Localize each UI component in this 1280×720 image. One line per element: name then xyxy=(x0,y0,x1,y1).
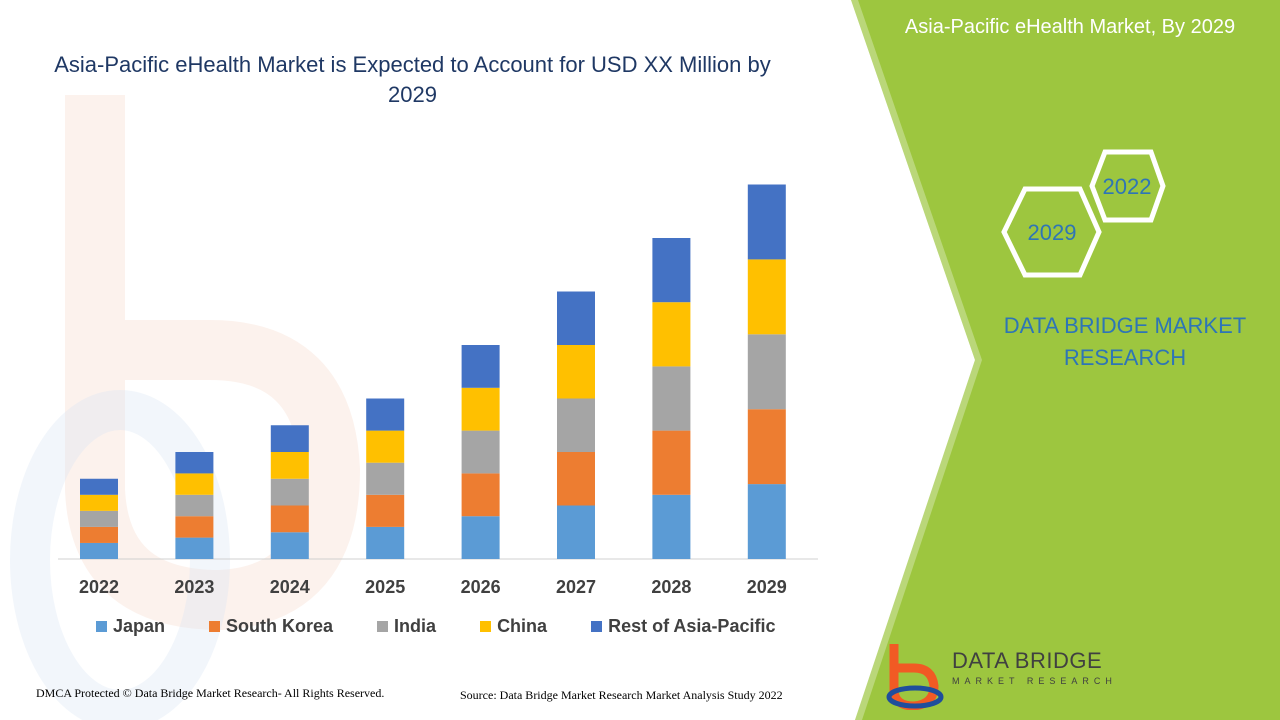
legend-label-china: China xyxy=(497,616,548,636)
bar-2026-rest-of-asia-pacific xyxy=(461,345,500,388)
legend-swatch-india xyxy=(377,621,389,632)
bar-2028-china xyxy=(652,302,691,367)
legend-swatch-japan xyxy=(96,621,107,632)
x-tick-label-2026: 2026 xyxy=(461,577,501,597)
x-tick-label-2028: 2028 xyxy=(651,577,691,597)
logo-icon xyxy=(886,644,944,710)
bar-2024-china xyxy=(270,452,309,479)
legend-swatch-south-korea xyxy=(209,621,221,632)
bar-2028-rest-of-asia-pacific xyxy=(652,238,691,303)
bar-2025-rest-of-asia-pacific xyxy=(366,398,405,431)
legend-swatch-china xyxy=(480,621,492,632)
legend-item-china: China xyxy=(480,616,547,637)
bar-2023-south-korea xyxy=(175,516,214,538)
hexagon-2029-label: 2029 xyxy=(1027,220,1077,245)
bar-2027-rest-of-asia-pacific xyxy=(557,291,595,345)
x-tick-label-2022: 2022 xyxy=(79,577,119,597)
x-tick-label-2023: 2023 xyxy=(174,577,214,597)
bar-2028-japan xyxy=(652,494,691,559)
legend-item-japan: Japan xyxy=(96,616,165,637)
bar-2029-japan xyxy=(747,484,786,559)
bar-2022-china xyxy=(80,494,118,511)
brand-text: DATA BRIDGE MARKET RESEARCH xyxy=(1003,313,1247,370)
bar-2029-india xyxy=(747,334,786,410)
bar-2024-india xyxy=(270,478,309,506)
x-tick-label-2024: 2024 xyxy=(270,577,310,597)
bar-2025-china xyxy=(366,430,405,463)
legend-label-japan: Japan xyxy=(113,616,166,636)
bar-2027-india xyxy=(557,398,595,452)
chart-title: Asia-Pacific eHealth Market is Expected … xyxy=(54,52,771,107)
bar-2022-rest-of-asia-pacific xyxy=(80,478,118,495)
logo-subtitle: MARKET RESEARCH xyxy=(952,676,1117,686)
stacked-bar-chart: 2022 2023 2024 2025 2026 2027 2028 2029 xyxy=(58,184,818,597)
x-tick-label-2025: 2025 xyxy=(365,577,405,597)
bar-2026-japan xyxy=(461,516,500,559)
footer-copyright: DMCA Protected © Data Bridge Market Rese… xyxy=(36,686,385,700)
bar-2025-south-korea xyxy=(366,494,405,527)
bar-2027-south-korea xyxy=(557,452,595,506)
bar-2027-japan xyxy=(557,505,595,559)
bar-2029-rest-of-asia-pacific xyxy=(747,184,786,260)
chart-legend: Japan South Korea India China Rest of As… xyxy=(96,616,819,637)
bar-2024-rest-of-asia-pacific xyxy=(270,425,309,452)
bar-2026-india xyxy=(461,430,500,474)
bar-2026-south-korea xyxy=(461,473,500,517)
bar-2029-china xyxy=(747,259,786,335)
legend-label-india: India xyxy=(394,616,437,636)
legend-swatch-rest-of-asia-pacific xyxy=(591,621,603,632)
legend-item-south-korea: South Korea xyxy=(209,616,333,637)
bar-2024-japan xyxy=(270,532,309,559)
bar-2026-china xyxy=(461,387,500,431)
x-tick-label-2029: 2029 xyxy=(747,577,787,597)
bar-2022-india xyxy=(80,510,118,527)
x-tick-labels: 2022 2023 2024 2025 2026 2027 2028 2029 xyxy=(79,577,787,597)
legend-label-rest-of-asia-pacific: Rest of Asia-Pacific xyxy=(608,616,776,636)
bar-2027-china xyxy=(557,345,595,399)
bar-2025-japan xyxy=(366,526,405,559)
bar-2023-rest-of-asia-pacific xyxy=(175,452,214,474)
bar-2025-india xyxy=(366,462,405,495)
logo-name: DATA BRIDGE xyxy=(952,648,1103,673)
legend-item-rest-of-asia-pacific: Rest of Asia-Pacific xyxy=(591,616,775,637)
side-panel-title: Asia-Pacific eHealth Market, By 2029 xyxy=(904,16,1236,38)
bar-2028-south-korea xyxy=(652,430,691,495)
bar-2023-india xyxy=(175,494,214,517)
bar-2022-south-korea xyxy=(80,526,118,543)
footer-source: Source: Data Bridge Market Research Mark… xyxy=(460,688,783,702)
bar-2023-china xyxy=(175,473,214,495)
x-tick-label-2027: 2027 xyxy=(556,577,596,597)
bars-group xyxy=(80,184,786,559)
bar-2023-japan xyxy=(175,537,214,559)
bar-2028-india xyxy=(652,366,691,431)
hexagon-2022-label: 2022 xyxy=(1102,174,1152,199)
bar-2029-south-korea xyxy=(747,409,786,485)
legend-label-south-korea: South Korea xyxy=(226,616,334,636)
legend-item-india: India xyxy=(377,616,436,637)
bar-2024-south-korea xyxy=(270,505,309,533)
bar-2022-japan xyxy=(80,542,118,559)
